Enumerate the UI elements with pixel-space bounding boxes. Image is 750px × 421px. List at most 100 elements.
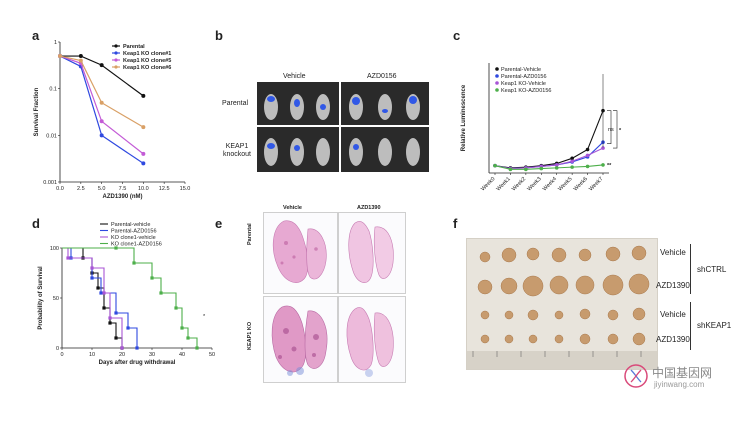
a-legend-marker (114, 44, 118, 48)
e-col-azd: AZD1390 (357, 205, 381, 211)
d-data-point (108, 321, 112, 325)
d-data-point (102, 306, 106, 310)
d-legend-label: Parental-vehicle (111, 222, 150, 228)
panel-letter-d: d (32, 216, 40, 231)
a-series-line (59, 55, 144, 155)
c-x-tick-label: Week7 (588, 176, 604, 192)
d-x-tick-label: 20 (119, 352, 125, 358)
d-data-point (180, 326, 184, 330)
a-data-point (141, 125, 146, 130)
d-data-point (114, 336, 118, 340)
c-x-tick-label: Week3 (526, 176, 542, 192)
d-data-point (132, 261, 136, 265)
a-y-axis-label: Survival Fraction (34, 87, 40, 136)
d-series-step (62, 247, 123, 348)
d-data-point (90, 276, 94, 280)
a-x-tick-label: 12.5 (159, 186, 170, 192)
a-y-tick-label: 1 (54, 40, 57, 46)
d-x-tick-label: 10 (89, 352, 95, 358)
d-x-tick-label: 0 (60, 352, 63, 358)
a-legend-label: Parental (123, 44, 145, 50)
c-annotation-doublestar: ** (607, 163, 612, 169)
a-x-tick-label: 0.0 (56, 186, 64, 192)
c-data-point (570, 165, 574, 169)
e-tissue-keap1-vehicle (263, 296, 338, 383)
mouse-group-icon (264, 94, 330, 120)
e-row-keap1: KEAP1 KO (247, 321, 253, 350)
c-data-point (554, 163, 559, 167)
c-y-axis-label: Relative Luminescence (461, 84, 467, 151)
c-legend-marker (495, 67, 499, 71)
a-data-point (99, 133, 104, 138)
c-data-point (601, 163, 605, 167)
d-annotation-star: * (203, 314, 206, 320)
c-legend-marker (495, 88, 499, 92)
a-y-tick-label: 0.001 (43, 180, 57, 186)
a-x-tick-label: 15.0 (180, 186, 191, 192)
a-legend-marker (114, 65, 118, 69)
d-y-tick-label: 100 (50, 246, 59, 252)
watermark-cn: 中国基因网 (652, 366, 713, 380)
c-data-point (508, 167, 513, 172)
d-y-tick-label: 50 (53, 296, 59, 302)
panel-letter-f: f (453, 216, 458, 231)
panel-letter-b: b (215, 28, 223, 43)
d-data-point (135, 346, 139, 350)
d-data-point (108, 316, 112, 320)
mouse-group-icon (349, 94, 420, 120)
f-label-vehicle-1: Vehicle (660, 248, 686, 257)
d-data-point (66, 256, 70, 260)
d-series-step (62, 247, 138, 348)
d-data-point (195, 346, 199, 350)
e-tissue-keap1-azd (338, 296, 406, 383)
b-col-vehicle: Vehicle (283, 73, 306, 80)
c-x-tick-label: Week0 (480, 176, 496, 192)
c-annotation-star: * (619, 128, 622, 134)
c-data-point (570, 159, 574, 164)
b-image-parental-vehicle (257, 82, 339, 125)
a-data-point (99, 119, 104, 124)
f-label-vehicle-2: Vehicle (660, 310, 686, 319)
a-series-line (59, 55, 144, 164)
f-bracket-1 (690, 244, 695, 294)
a-data-point (78, 58, 83, 63)
a-x-tick-label: 7.5 (119, 186, 127, 192)
lung-tissue-icon (272, 220, 327, 283)
c-bracket-star (613, 110, 618, 149)
d-series-step (62, 247, 198, 348)
a-data-point (141, 93, 146, 98)
d-legend-label: KO clone1-AZD0156 (111, 242, 162, 248)
c-data-point (601, 146, 605, 150)
d-data-point (99, 291, 103, 295)
a-legend-label: Keap1 KO clone#1 (123, 51, 171, 57)
a-data-point (58, 54, 62, 59)
e-tissue-parental-vehicle (263, 212, 338, 294)
a-legend-label: Keap1 KO clone#6 (123, 65, 171, 71)
d-data-point (186, 336, 190, 340)
mouse-group-icon (349, 138, 420, 166)
b-col-azd: AZD0156 (367, 73, 397, 80)
panel-letter-e: e (215, 216, 223, 231)
f-bracket-2 (690, 302, 695, 350)
d-data-point (150, 276, 154, 280)
d-data-point (96, 286, 100, 290)
a-x-axis-label: AZD1390 (nM) (102, 194, 142, 200)
c-data-point (539, 166, 544, 171)
chart-d-probability-of-survival: 0 50 100 0 10 20 30 40 50 Days after drug withdra… (38, 222, 215, 366)
b-image-keap1-azd (341, 127, 429, 172)
c-series-line (494, 147, 604, 170)
c-series-line (494, 110, 604, 169)
c-legend-label: Parental-AZD0156 (501, 74, 547, 80)
a-data-point (99, 63, 104, 68)
c-bracket-ns (607, 110, 612, 144)
e-col-vehicle: Vehicle (283, 205, 302, 211)
a-series-line (59, 55, 144, 128)
d-y-tick-label: 0 (56, 346, 59, 352)
f-tumor-photo (466, 238, 658, 370)
c-data-point (570, 156, 574, 161)
d-x-tick-label: 40 (179, 352, 185, 358)
watermark-url: jiyinwang.com (654, 380, 705, 389)
a-legend-marker (114, 58, 118, 62)
d-data-point (174, 306, 178, 310)
f-label-azd-2: AZD1390 (656, 335, 690, 344)
